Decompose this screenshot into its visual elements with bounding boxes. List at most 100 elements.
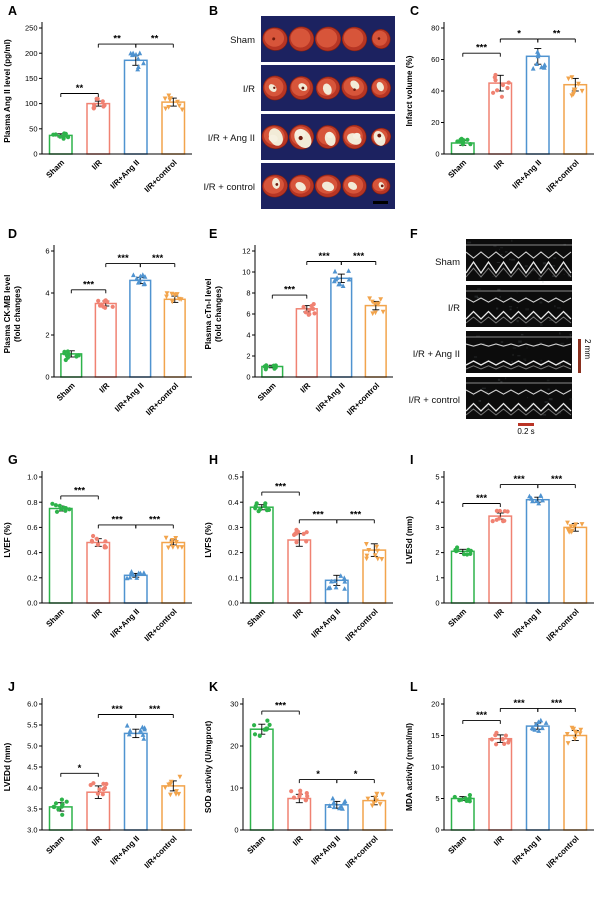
svg-text:Sham: Sham: [256, 381, 278, 403]
svg-text:0: 0: [33, 150, 37, 159]
svg-text:I/R: I/R: [90, 158, 104, 172]
svg-text:0.2: 0.2: [228, 548, 238, 557]
svg-text:I/R: I/R: [90, 834, 104, 848]
svg-text:0.5: 0.5: [228, 473, 238, 482]
svg-text:***: ***: [74, 485, 85, 496]
svg-text:I/R+control: I/R+control: [545, 158, 581, 194]
panel-J: J LVEDd (mm) 3.0 3.5 4.0 4.5 5.0 5.5 6.0 * *** ***…: [0, 676, 201, 903]
panel-H-bar-chart: LVFS (%) 0.0 0.1 0.2 0.3 0.4 0.5 *** *** *** Sham I…: [201, 461, 402, 670]
svg-text:MDA activity (nmol/ml): MDA activity (nmol/ml): [405, 723, 414, 811]
svg-text:***: ***: [476, 43, 487, 54]
svg-text:10: 10: [242, 268, 250, 277]
svg-text:Plasma cTn-I level: Plasma cTn-I level: [204, 279, 213, 350]
echo-row-labels: Sham I/R I/R + Ang II I/R + control: [402, 239, 466, 442]
svg-text:***: ***: [514, 698, 525, 709]
panel-J-bar-chart: LVEDd (mm) 3.0 3.5 4.0 4.5 5.0 5.5 6.0 * *** *** Sh…: [0, 688, 201, 897]
svg-text:***: ***: [152, 253, 163, 264]
panel-F: F Sham I/R I/R + Ang II I/R + control 2 …: [402, 223, 604, 449]
svg-text:LVEF (%): LVEF (%): [3, 522, 12, 558]
svg-text:20: 20: [230, 742, 238, 751]
svg-text:20: 20: [431, 700, 439, 709]
panel-letter-D: D: [8, 227, 18, 241]
ttc-row-label: Sham: [230, 35, 255, 46]
svg-text:Sham: Sham: [446, 158, 468, 180]
svg-text:0.6: 0.6: [27, 523, 37, 532]
svg-text:I/R+control: I/R+control: [545, 834, 581, 870]
panel-L-bar-chart: MDA activity (nmol/ml) 0 5 10 15 20 *** *** *** S…: [402, 688, 603, 897]
panel-letter-E: E: [209, 227, 218, 241]
svg-text:1.0: 1.0: [27, 473, 37, 482]
svg-text:I/R+Ang II: I/R+Ang II: [511, 607, 544, 640]
svg-text:I/R+Ang II: I/R+Ang II: [310, 607, 343, 640]
panel-E-bar-chart: Plasma cTn-I level (fold changes) 0 2 4 6 8 10 1…: [201, 235, 402, 444]
echo-mmode-images: 2 mm 0.2 s: [465, 239, 604, 442]
panel-I-bar-chart: LVESd (mm) 0 1 2 3 4 5 *** *** *** Sham I/R I/R+Ang …: [402, 461, 603, 670]
panel-letter-I: I: [410, 453, 414, 467]
panel-letter-F: F: [410, 227, 418, 241]
echo-photo-panel: Sham I/R I/R + Ang II I/R + control 2 mm…: [402, 239, 604, 442]
svg-text:**: **: [76, 83, 84, 94]
svg-text:Sham: Sham: [55, 381, 77, 403]
svg-text:***: ***: [476, 710, 487, 721]
echo-row-label: I/R + Ang II: [412, 348, 460, 360]
panel-L: L MDA activity (nmol/ml) 0 5 10 15 20 *** *** **…: [402, 676, 604, 903]
svg-text:SOD activity (U/mgprot): SOD activity (U/mgprot): [204, 721, 213, 814]
svg-text:I/R+Ang II: I/R+Ang II: [109, 607, 142, 640]
panel-C: C Infarct volume (%) 0 20 40 60 80 *** * ** Sham I…: [402, 0, 604, 223]
panel-G: G LVEF (%) 0.0 0.2 0.4 0.6 0.8 1.0 *** *** *** Sha…: [0, 449, 201, 676]
svg-text:***: ***: [551, 698, 562, 709]
echo-row-label: I/R: [447, 302, 460, 314]
svg-text:I/R: I/R: [291, 834, 305, 848]
svg-text:0: 0: [435, 826, 439, 835]
svg-text:***: ***: [149, 704, 160, 715]
svg-text:***: ***: [353, 251, 364, 262]
svg-text:***: ***: [83, 279, 94, 290]
svg-text:LVESd (mm): LVESd (mm): [405, 516, 414, 564]
panel-B: B Sham I/R I/R + Ang II I/R + control: [201, 0, 402, 223]
svg-text:Infarct volume (%): Infarct volume (%): [405, 55, 414, 126]
svg-text:0.8: 0.8: [27, 498, 37, 507]
panel-letter-C: C: [410, 4, 420, 18]
svg-text:0: 0: [45, 373, 49, 382]
panel-G-bar-chart: LVEF (%) 0.0 0.2 0.4 0.6 0.8 1.0 *** *** *** Sham I…: [0, 461, 201, 670]
svg-text:***: ***: [149, 514, 160, 525]
svg-text:12: 12: [242, 247, 250, 256]
svg-text:(fold changes): (fold changes): [13, 286, 22, 342]
svg-text:I/R+control: I/R+control: [143, 158, 179, 194]
svg-text:Sham: Sham: [446, 607, 468, 629]
svg-text:60: 60: [431, 55, 439, 64]
svg-text:Sham: Sham: [44, 158, 66, 180]
svg-text:I/R+Ang II: I/R+Ang II: [109, 834, 142, 867]
svg-text:I/R+control: I/R+control: [144, 381, 180, 417]
svg-text:Sham: Sham: [245, 607, 267, 629]
svg-text:***: ***: [118, 253, 129, 264]
svg-text:***: ***: [284, 285, 295, 296]
svg-text:I/R+control: I/R+control: [143, 607, 179, 643]
panel-A: A Plasma Ang II level (pg/ml) 0 50 100 150 20…: [0, 0, 201, 223]
svg-text:I/R: I/R: [291, 607, 305, 621]
svg-text:2 mm: 2 mm: [583, 339, 592, 359]
svg-text:**: **: [553, 29, 561, 40]
svg-text:10: 10: [230, 784, 238, 793]
svg-text:Sham: Sham: [446, 834, 468, 856]
svg-text:3.0: 3.0: [27, 826, 37, 835]
svg-text:*: *: [354, 769, 358, 780]
svg-text:LVFS (%): LVFS (%): [204, 522, 213, 558]
svg-text:5: 5: [435, 473, 439, 482]
panel-A-bar-chart: Plasma Ang II level (pg/ml) 0 50 100 150 200 2…: [0, 12, 201, 221]
svg-text:6: 6: [45, 247, 49, 256]
svg-text:0.3: 0.3: [228, 523, 238, 532]
svg-text:0.4: 0.4: [228, 498, 238, 507]
svg-text:20: 20: [431, 118, 439, 127]
svg-text:4: 4: [45, 289, 49, 298]
svg-text:0.2: 0.2: [27, 573, 37, 582]
svg-text:2: 2: [435, 548, 439, 557]
svg-text:250: 250: [25, 24, 38, 33]
svg-text:***: ***: [319, 251, 330, 262]
svg-text:0.0: 0.0: [228, 599, 238, 608]
svg-text:I/R+control: I/R+control: [344, 607, 380, 643]
svg-text:2: 2: [246, 352, 250, 361]
svg-text:LVEDd (mm): LVEDd (mm): [3, 742, 12, 791]
ttc-photo-panel: Sham I/R I/R + Ang II I/R + control: [201, 16, 402, 214]
